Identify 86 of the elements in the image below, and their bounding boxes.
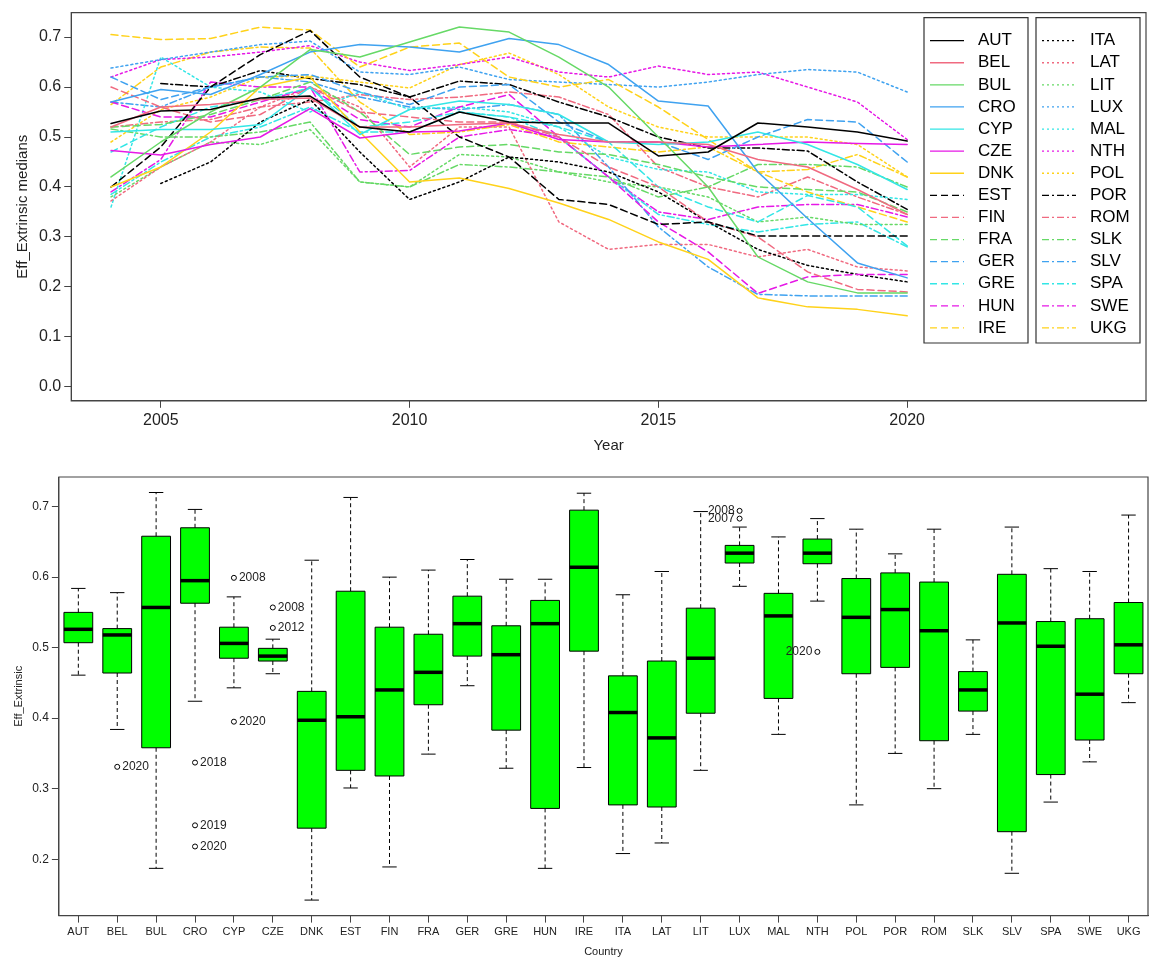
x-tick-label: EST — [339, 925, 362, 938]
legend-label: DNK — [978, 162, 1015, 182]
legend-label: CZE — [978, 140, 1012, 160]
y-tick-label: 0.6 — [38, 77, 62, 95]
legend-label: SWE — [1090, 295, 1129, 315]
legend-label: HUN — [978, 295, 1015, 315]
annotation: 2020 — [200, 838, 228, 853]
x-tick-label: 2015 — [640, 410, 677, 428]
legend-label: SLV — [1090, 251, 1122, 271]
x-tick-label: CYP — [222, 925, 246, 938]
annotation: 2020 — [238, 714, 266, 728]
legend-label: EST — [978, 185, 1012, 205]
x-tick-label: SWE — [1077, 925, 1103, 938]
legend-label: FIN — [978, 207, 1006, 227]
legend-label: GRE — [978, 273, 1015, 293]
y-tick-label: 0.3 — [38, 227, 62, 245]
y-tick-label: 0.5 — [32, 639, 50, 654]
x-tick-label: POL — [845, 925, 868, 938]
x-tick-label: ROM — [921, 925, 947, 938]
x-tick-label: NTH — [806, 925, 829, 938]
legend-label: BEL — [978, 52, 1011, 72]
x-tick-label: BUL — [145, 925, 167, 938]
annotation: 2008 — [277, 599, 305, 614]
x-tick-label: LUX — [728, 925, 751, 938]
legend-label: BUL — [978, 74, 1012, 94]
x-tick-label: MAL — [767, 925, 790, 938]
y-axis-title: Eff_Extrinsic — [11, 665, 24, 727]
annotation: 2008 — [238, 570, 266, 585]
legend-label: POR — [1090, 185, 1127, 205]
x-tick-label: UKG — [1116, 925, 1141, 938]
x-tick-label: SLK — [962, 925, 985, 938]
y-tick-label: 0.2 — [38, 277, 62, 295]
annotation: 2019 — [200, 817, 228, 832]
x-tick-label: CZE — [261, 925, 284, 938]
x-tick-label: POR — [883, 925, 908, 938]
x-tick-label: DNK — [300, 925, 324, 938]
legend-label: SLK — [1090, 229, 1123, 249]
legend-label: AUT — [978, 30, 1012, 50]
x-tick-label: 2020 — [889, 410, 926, 428]
x-tick-label: BEL — [106, 925, 128, 938]
legend-label: LIT — [1090, 74, 1115, 94]
y-tick-label: 0.4 — [32, 710, 50, 725]
x-tick-label: SPA — [1040, 925, 1063, 938]
legend-label: LUX — [1090, 96, 1124, 116]
y-tick-label: 0.5 — [38, 127, 62, 145]
y-tick-label: 0.3 — [32, 780, 50, 795]
y-tick-label: 0.2 — [32, 851, 50, 866]
annotation: 2012 — [277, 620, 305, 635]
annotation: 2018 — [200, 754, 228, 769]
x-axis-title: Year — [593, 436, 624, 454]
y-tick-label: 0.7 — [32, 498, 50, 513]
x-tick-label: 2010 — [391, 410, 428, 428]
y-tick-label: 0.0 — [38, 377, 62, 395]
legend-label: UKG — [1090, 317, 1127, 337]
legend-label: SPA — [1090, 273, 1124, 293]
legend-label: GER — [978, 251, 1015, 271]
y-tick-label: 0.4 — [38, 177, 62, 195]
legend-label: NTH — [1090, 140, 1125, 160]
y-axis-title: Eff_Extrinsic medians — [13, 134, 31, 279]
x-tick-label: GRE — [494, 925, 519, 938]
annotation: 2020 — [122, 759, 150, 774]
legend-label: IRE — [978, 317, 1007, 337]
x-tick-label: IRE — [574, 925, 594, 938]
legend-label: ITA — [1090, 30, 1116, 50]
x-tick-label: AUT — [67, 925, 90, 938]
legend-label: LAT — [1090, 52, 1120, 72]
y-tick-label: 0.6 — [32, 569, 50, 584]
x-tick-label: LIT — [692, 925, 709, 938]
x-tick-label: FRA — [417, 925, 441, 938]
legend-label: ROM — [1090, 207, 1130, 227]
x-tick-label: FIN — [380, 925, 399, 938]
x-tick-label: CRO — [182, 925, 208, 938]
y-tick-label: 0.1 — [38, 327, 62, 345]
legend-label: CYP — [978, 118, 1013, 138]
legend-label: POL — [1090, 162, 1125, 182]
x-tick-label: SLV — [1001, 925, 1023, 938]
x-axis-title: Country — [584, 945, 624, 958]
legend-label: FRA — [978, 229, 1013, 249]
x-tick-label: ITA — [614, 925, 632, 938]
legend-label: MAL — [1090, 118, 1125, 138]
legend-label: CRO — [978, 96, 1016, 116]
x-tick-label: 2005 — [143, 410, 179, 428]
x-tick-label: LAT — [652, 925, 672, 938]
x-tick-label: GER — [455, 925, 480, 938]
y-tick-label: 0.7 — [38, 27, 62, 45]
x-tick-label: HUN — [533, 925, 558, 938]
